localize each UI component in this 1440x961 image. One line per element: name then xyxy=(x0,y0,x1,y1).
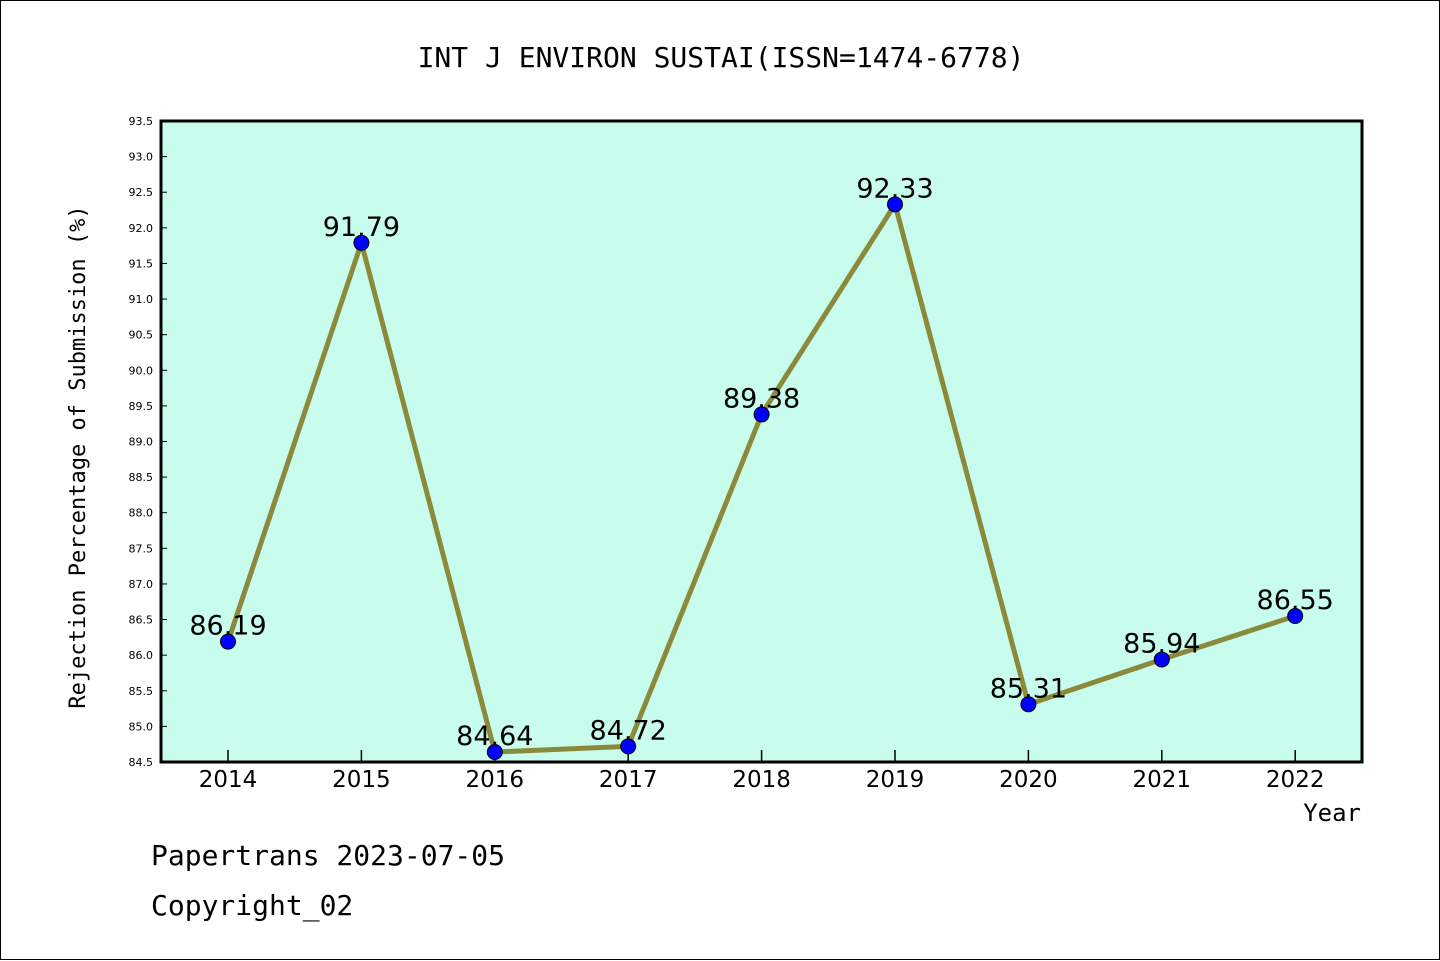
y-tick-label: 88.5 xyxy=(129,471,154,484)
x-tick-label: 2020 xyxy=(999,767,1058,793)
y-tick-label: 89.5 xyxy=(129,400,154,413)
data-label: 84.64 xyxy=(456,721,533,752)
data-label: 84.72 xyxy=(590,715,667,746)
y-tick-label: 87.0 xyxy=(129,578,154,591)
data-label: 85.31 xyxy=(990,673,1067,704)
data-label: 89.38 xyxy=(723,383,800,414)
data-point xyxy=(1287,607,1304,624)
data-point xyxy=(353,234,370,251)
data-point xyxy=(486,744,503,761)
x-tick-label: 2017 xyxy=(599,767,658,793)
y-tick-label: 85.5 xyxy=(129,685,154,698)
y-tick-label: 87.5 xyxy=(129,542,154,555)
y-tick-label: 93.0 xyxy=(129,151,154,164)
x-tick-label: 2019 xyxy=(866,767,925,793)
x-tick-label: 2016 xyxy=(466,767,525,793)
y-tick-label: 93.5 xyxy=(129,115,154,128)
data-point xyxy=(1153,651,1170,668)
y-tick-label: 91.5 xyxy=(129,257,154,270)
y-tick-label: 92.5 xyxy=(129,186,154,199)
y-tick-label: 91.0 xyxy=(129,293,154,306)
data-label: 85.94 xyxy=(1123,628,1200,659)
data-point xyxy=(220,633,236,650)
y-tick-label: 84.5 xyxy=(129,756,154,769)
data-point xyxy=(1020,696,1037,713)
y-tick-label: 88.0 xyxy=(129,507,154,520)
x-axis-label: Year xyxy=(1303,799,1361,827)
footer-copyright-text: Copyright_02 xyxy=(151,889,353,923)
x-tick-label: 2014 xyxy=(199,767,258,793)
chart-title: INT J ENVIRON SUSTAI(ISSN=1474-6778) xyxy=(418,41,1025,74)
x-tick-label: 2015 xyxy=(332,767,391,793)
x-tick-label: 2021 xyxy=(1133,767,1192,793)
data-point xyxy=(887,196,903,213)
data-point xyxy=(753,406,770,423)
y-tick-label: 86.0 xyxy=(129,649,154,662)
data-label: 92.33 xyxy=(856,173,933,204)
plot-area: 84.5 85.0 85.5 86.0 86.5 87.0 87.5 88.0 88.5 89.0… xyxy=(129,115,1364,793)
y-tick-label: 85.0 xyxy=(129,720,154,733)
footer-date-text: Papertrans 2023-07-05 xyxy=(151,839,505,872)
y-tick-label: 86.5 xyxy=(129,614,154,627)
data-label: 86.19 xyxy=(189,611,266,642)
y-tick-label: 92.0 xyxy=(129,222,154,235)
y-tick-label: 90.0 xyxy=(129,364,154,377)
x-tick-label: 2018 xyxy=(732,767,791,793)
plot-border xyxy=(159,119,1364,764)
x-tick-label: 2022 xyxy=(1266,767,1325,793)
y-axis-label: Rejection Percentage of Submission (%) xyxy=(66,205,91,708)
y-tick-label: 90.5 xyxy=(129,329,154,342)
data-label: 86.55 xyxy=(1257,585,1334,616)
y-tick-label: 89.0 xyxy=(129,436,154,449)
data-point xyxy=(620,738,637,755)
data-label: 91.79 xyxy=(323,212,400,243)
